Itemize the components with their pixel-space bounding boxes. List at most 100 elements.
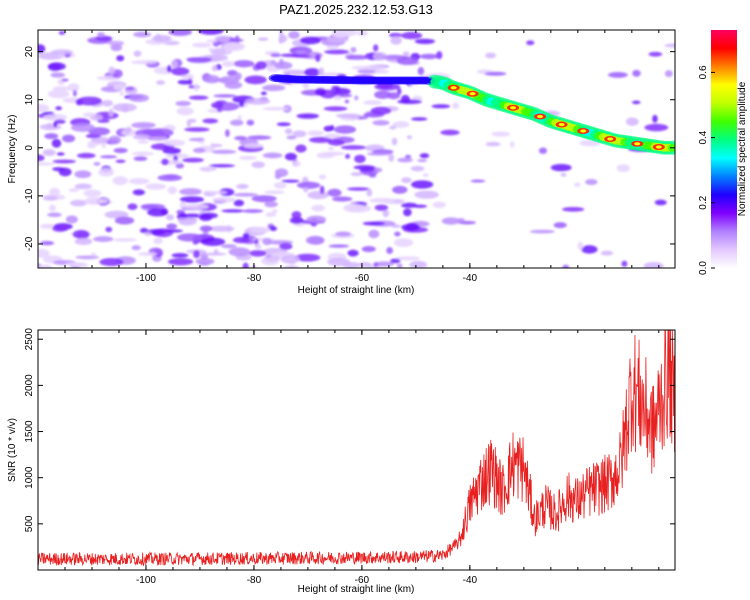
x-tick-label: -40 — [463, 575, 478, 586]
spectrogram-cell — [182, 157, 204, 163]
spectrogram-cell — [100, 155, 118, 159]
spectrogram-cell — [113, 147, 128, 154]
snr-x-ticks: -100 -80 -60 -40 — [37, 330, 660, 586]
spectrogram-cell — [648, 51, 663, 57]
spectrogram-cell — [573, 182, 581, 187]
track-hotspot-center — [634, 142, 641, 146]
spectrogram-cell — [282, 69, 308, 76]
spectrogram-cell — [284, 152, 297, 161]
spectrogram-cell — [233, 192, 259, 197]
spectrogram-cell — [52, 159, 76, 164]
spectrogram-cell — [344, 99, 350, 104]
spectrogram-cell — [99, 257, 124, 267]
spectrogram-cell — [396, 87, 402, 95]
spectrogram-cell — [212, 196, 236, 203]
colorbar-tick-label: 0.2 — [698, 195, 709, 209]
spectrogram-cell — [271, 209, 278, 213]
spectrogram-cell — [396, 57, 419, 66]
spectrogram-cell — [52, 86, 70, 91]
spectrogram-cell — [562, 206, 585, 212]
spectrogram-cell — [105, 226, 113, 233]
spectrogram-cell — [68, 188, 80, 193]
spectrogram-cell — [403, 208, 412, 217]
spectrogram-cell — [47, 62, 66, 71]
snr-y-label: SNR (10 * v/v) — [7, 418, 18, 482]
spectrogram-cell — [188, 95, 209, 100]
spectrogram-cell — [350, 47, 357, 53]
spectrogram-cell — [270, 53, 282, 58]
spectrogram-cell — [361, 246, 376, 253]
snr-x-label: Height of straight line (km) — [298, 584, 415, 595]
spectrogram-y-ticks: -20 -10 0 10 20 — [24, 46, 675, 251]
spectrogram-cell — [332, 32, 349, 38]
spectrogram-cell — [50, 49, 73, 56]
spectrogram-cell — [119, 91, 124, 96]
spectrogram-cell — [382, 198, 406, 205]
spectrogram-cell — [363, 64, 388, 70]
spectrogram-cell — [137, 252, 158, 256]
colorbar-tick-label: 0.0 — [698, 261, 709, 275]
spectrogram-cell — [417, 67, 425, 76]
spectrogram-cell — [306, 215, 327, 223]
spectrogram-cell — [234, 135, 247, 141]
spectrogram-cell — [108, 135, 122, 145]
spectrogram-cell — [38, 154, 45, 162]
spectrogram-cell — [335, 113, 362, 118]
spectrogram-cell — [246, 119, 255, 126]
spectrogram-cell — [179, 188, 202, 196]
colorbar-tick-label: 0.4 — [698, 130, 709, 144]
spectrogram-cell — [318, 67, 325, 76]
spectrogram-cell — [245, 97, 271, 105]
spectrogram-cell — [485, 52, 497, 59]
spectrogram-cell — [374, 69, 390, 74]
spectrogram-cell — [184, 127, 210, 132]
spectrogram-cell — [295, 49, 307, 55]
spectrogram-cell — [386, 246, 394, 255]
track-hotspot-center — [655, 145, 662, 149]
snr-panel: -100 -80 -60 -40 500 1000 1500 2000 2500 Height… — [7, 328, 676, 595]
spectrogram-cell — [87, 143, 97, 149]
spectrogram-cell — [104, 210, 129, 219]
spectrogram-cell — [324, 133, 341, 139]
spectrogram-x-label: Height of straight line (km) — [298, 285, 415, 296]
spectrogram-cell — [299, 36, 321, 45]
spectrogram-cell — [262, 152, 283, 159]
spectrogram-cell — [395, 256, 421, 261]
spectrogram-cell — [280, 254, 300, 264]
spectrogram-cell — [260, 256, 280, 266]
spectrogram-cell — [91, 136, 110, 144]
spectrogram-cell — [255, 61, 267, 70]
track-hotspot-center — [607, 137, 614, 141]
x-tick-label: -60 — [355, 575, 370, 586]
spectrogram-cell — [484, 71, 507, 76]
y-tick-label: 500 — [24, 515, 35, 532]
spectrogram-cell — [491, 131, 511, 137]
x-tick-label: -100 — [136, 273, 156, 284]
spectrogram-cell — [133, 31, 152, 38]
spectrogram-cell — [260, 91, 267, 96]
spectrogram-cell — [411, 117, 428, 121]
spectrogram-cell — [39, 240, 55, 246]
spectrogram-cell — [170, 67, 190, 76]
spectrogram-cell — [38, 263, 42, 267]
colorbar-label: Normalized spectral amplitude — [737, 81, 748, 216]
spectrogram-cell — [419, 153, 430, 159]
track-hotspot-center — [558, 122, 565, 127]
spectrogram-cell — [167, 258, 194, 266]
spectrogram-cell — [234, 72, 242, 80]
spectrogram-cell — [294, 253, 321, 262]
track-hotspot-center — [580, 129, 587, 133]
spectrogram-cell — [193, 250, 201, 259]
spectrogram-cell — [208, 47, 215, 52]
spectrogram-cell — [401, 177, 412, 184]
spectrogram-cell — [373, 262, 379, 268]
spectrogram-cell — [72, 89, 77, 97]
track-hotspot-center — [510, 106, 517, 110]
spectrogram-cell — [238, 155, 257, 160]
spectrogram-cell — [292, 130, 307, 138]
spectrogram-cell — [608, 71, 628, 78]
spectrogram-cell — [144, 232, 152, 236]
spectrogram-cell — [247, 135, 272, 140]
spectrogram-cell — [133, 50, 142, 57]
